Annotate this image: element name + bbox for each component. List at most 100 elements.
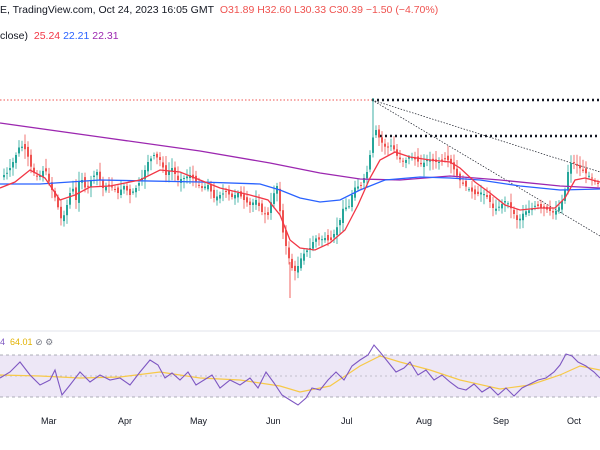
ohlc-open: O31.89 xyxy=(219,4,255,16)
candle-body xyxy=(408,157,410,159)
candle-body xyxy=(381,137,383,143)
candle-body xyxy=(372,137,374,153)
candle-body xyxy=(114,189,116,190)
candle-body xyxy=(462,182,464,184)
candle-body xyxy=(12,162,14,168)
candle-body xyxy=(288,247,290,259)
candle-body xyxy=(291,258,293,268)
candle-body xyxy=(390,145,392,147)
candle-body xyxy=(519,218,521,221)
candle-body xyxy=(324,238,326,241)
candle-body xyxy=(147,162,149,172)
visibility-icon[interactable]: ⊘ xyxy=(35,337,43,347)
x-axis-label: May xyxy=(190,416,208,426)
rsi-line xyxy=(0,344,600,406)
rsi-value: 64.01 xyxy=(10,337,33,347)
ohlc-change: −1.50 (−4.70%) xyxy=(365,4,439,16)
ohlc-high: H32.60 xyxy=(257,4,292,16)
candle-body xyxy=(423,162,425,167)
candle-body xyxy=(177,175,179,180)
candle-body xyxy=(375,130,377,136)
candle-body xyxy=(294,265,296,271)
candle-body xyxy=(456,168,458,176)
symbol-title: E, TradingView.com, Oct 24, 2023 16:05 G… xyxy=(0,4,214,16)
candle-body xyxy=(135,188,137,193)
x-axis-label: Jul xyxy=(341,416,353,426)
candle-body xyxy=(345,207,347,210)
candle-body xyxy=(66,205,68,216)
candle-body xyxy=(474,189,476,195)
settings-icon[interactable]: ⚙ xyxy=(45,337,54,347)
candle-body xyxy=(525,211,527,215)
candle-body xyxy=(480,192,482,195)
candle-body xyxy=(342,208,344,223)
candle-body xyxy=(348,206,350,208)
candle-body xyxy=(24,144,26,150)
candle-body xyxy=(300,258,302,269)
candle-body xyxy=(198,184,200,186)
candle-body xyxy=(591,177,593,179)
candle-body xyxy=(366,172,368,179)
candle-body xyxy=(270,202,272,213)
candle-body xyxy=(279,188,281,212)
candle-body xyxy=(552,211,554,213)
candle-body xyxy=(363,178,365,183)
candle-body xyxy=(387,146,389,148)
candle-body xyxy=(303,253,305,261)
candle-body xyxy=(582,169,584,171)
candle-body xyxy=(534,205,536,207)
candle-body xyxy=(438,162,440,163)
candle-body xyxy=(63,215,65,222)
candle-body xyxy=(318,237,320,240)
candle-body xyxy=(180,179,182,183)
candle-body xyxy=(576,164,578,166)
candle-body xyxy=(123,186,125,190)
ma-slow-value: 22.31 xyxy=(92,30,119,42)
candle-body xyxy=(183,178,185,179)
candle-body xyxy=(336,227,338,235)
candle-body xyxy=(186,176,188,179)
candle-body xyxy=(276,186,278,194)
candle-body xyxy=(537,204,539,206)
candle-body xyxy=(240,191,242,197)
x-axis-label: Sep xyxy=(493,416,509,426)
candle-body xyxy=(204,186,206,189)
candle-body xyxy=(138,183,140,186)
candle-body xyxy=(87,185,89,187)
candle-body xyxy=(27,146,29,157)
candle-body xyxy=(444,158,446,160)
candle-body xyxy=(513,209,515,214)
rsi-ma-line xyxy=(0,355,600,393)
candle-body xyxy=(321,239,323,241)
candle-body xyxy=(150,158,152,162)
trendline-lower xyxy=(371,99,600,237)
ma-legend-row: close) 25.24 22.21 22.31 xyxy=(0,30,119,42)
candle-body xyxy=(549,207,551,211)
candle-body xyxy=(57,197,59,208)
candle-body xyxy=(561,201,563,210)
candle-body xyxy=(153,155,155,156)
candle-body xyxy=(78,181,80,203)
candle-body xyxy=(207,185,209,190)
candle-body xyxy=(528,210,530,213)
candle-body xyxy=(507,203,509,205)
candle-body xyxy=(45,168,47,172)
x-axis-label: Jun xyxy=(266,416,281,426)
candle-body xyxy=(126,185,128,191)
candle-body xyxy=(357,186,359,189)
candle-body xyxy=(441,159,443,161)
candle-body xyxy=(258,202,260,206)
candle-body xyxy=(201,186,203,188)
candle-body xyxy=(234,195,236,199)
candle-body xyxy=(18,147,20,154)
candle-body xyxy=(117,187,119,193)
candle-body xyxy=(555,210,557,215)
ma-mid-value: 22.21 xyxy=(63,30,90,42)
candle-body xyxy=(330,237,332,240)
candle-body xyxy=(399,157,401,160)
candle-body xyxy=(564,190,566,201)
candle-body xyxy=(54,190,56,198)
ma-legend-prefix: close) xyxy=(0,30,29,42)
candle-body xyxy=(210,184,212,192)
